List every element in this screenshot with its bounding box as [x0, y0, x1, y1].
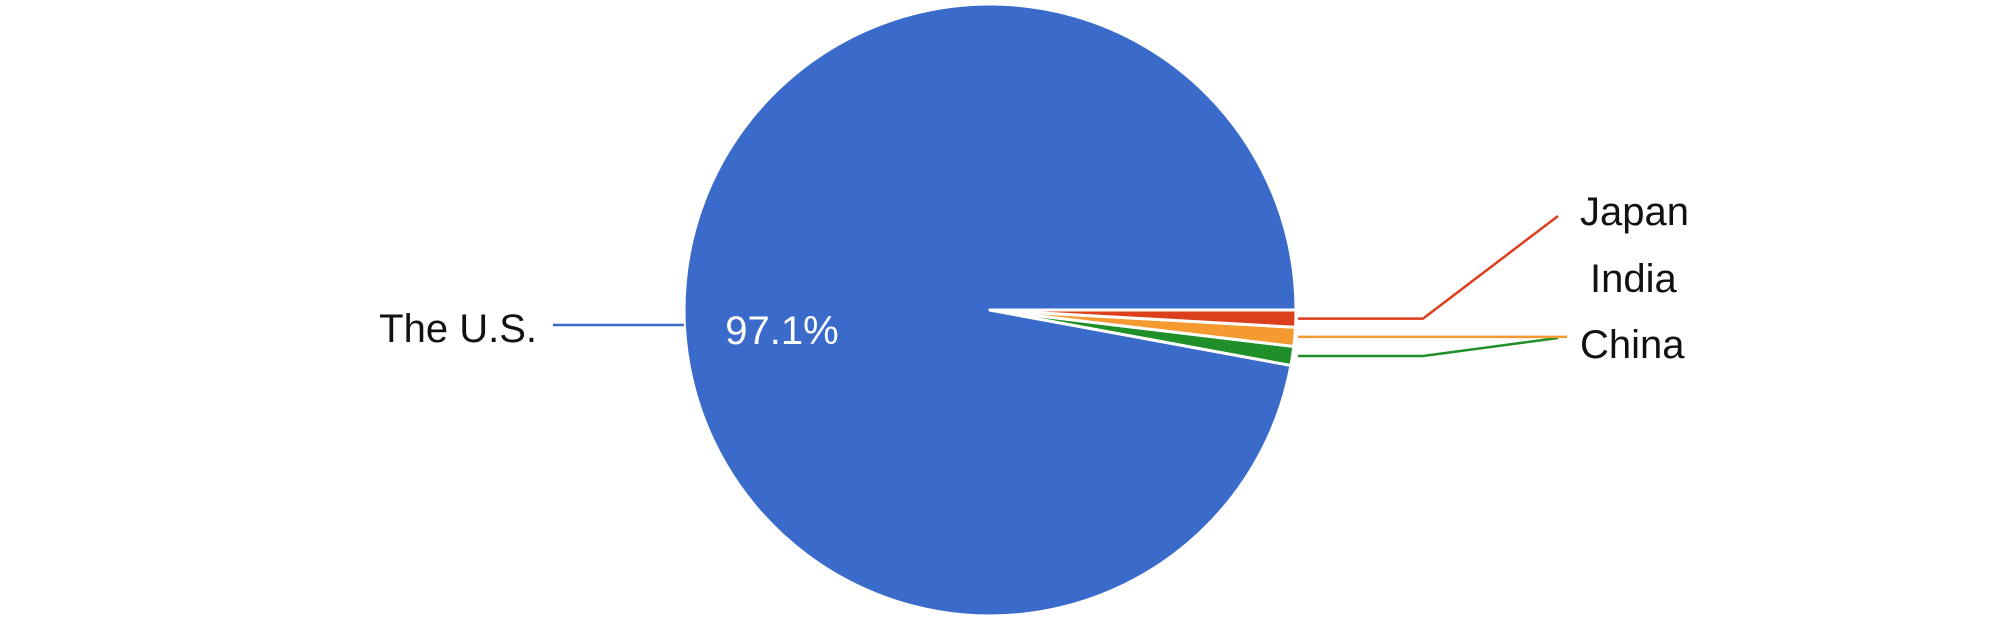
leader-lines: [553, 215, 1567, 358]
slice-label-india: India: [1590, 257, 1677, 301]
leader-line-japan: [1298, 215, 1559, 320]
slice-label-china: China: [1580, 323, 1685, 367]
pie-slices: [682, 2, 1298, 618]
slice-labels: The U.S. China India Japan 97.1%: [379, 190, 1689, 367]
leader-line-china: [1298, 336, 1559, 358]
data-label-the-us: 97.1%: [725, 309, 838, 353]
slice-japan: [988, 308, 1298, 329]
slice-label-japan: Japan: [1580, 190, 1689, 234]
slice-label-the-us: The U.S.: [379, 307, 537, 351]
